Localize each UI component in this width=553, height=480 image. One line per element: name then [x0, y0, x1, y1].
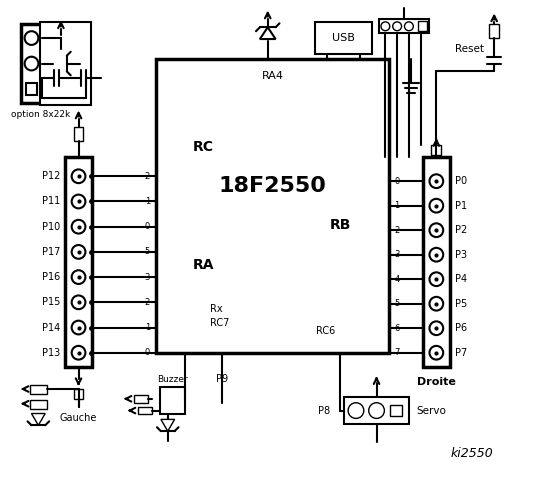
Text: 4: 4 — [394, 275, 399, 284]
Bar — [29, 400, 47, 408]
Text: 6: 6 — [394, 324, 400, 333]
Text: P15: P15 — [41, 297, 60, 307]
Bar — [65, 156, 92, 367]
Bar — [489, 24, 499, 38]
Circle shape — [430, 174, 443, 188]
Text: RC6: RC6 — [316, 326, 335, 336]
Text: P7: P7 — [455, 348, 467, 358]
Bar — [40, 23, 91, 105]
Circle shape — [430, 322, 443, 335]
Circle shape — [25, 31, 38, 45]
Text: Reset: Reset — [455, 44, 484, 54]
Text: 5: 5 — [145, 247, 150, 256]
Bar — [138, 407, 152, 415]
Text: P5: P5 — [455, 299, 467, 309]
Circle shape — [348, 403, 364, 419]
Text: P14: P14 — [41, 323, 60, 333]
Circle shape — [72, 346, 85, 360]
Text: P6: P6 — [455, 323, 467, 333]
Circle shape — [430, 272, 443, 286]
Text: 3: 3 — [145, 273, 150, 282]
Circle shape — [430, 297, 443, 311]
Circle shape — [430, 223, 443, 237]
Text: P4: P4 — [455, 274, 467, 284]
Text: 5: 5 — [394, 299, 399, 308]
Circle shape — [72, 169, 85, 183]
Text: 0: 0 — [145, 222, 150, 231]
Circle shape — [72, 245, 85, 259]
Circle shape — [72, 296, 85, 309]
Text: RA4: RA4 — [262, 72, 284, 81]
Bar — [134, 395, 148, 403]
Text: P1: P1 — [455, 201, 467, 211]
Text: 2: 2 — [394, 226, 399, 235]
Circle shape — [72, 321, 85, 335]
Bar — [160, 387, 185, 415]
Text: P10: P10 — [41, 222, 60, 232]
Circle shape — [25, 57, 38, 71]
Bar — [25, 83, 38, 95]
Text: P17: P17 — [41, 247, 60, 257]
Text: Gauche: Gauche — [60, 413, 97, 423]
Text: 2: 2 — [145, 298, 150, 307]
Text: Buzzer: Buzzer — [157, 375, 188, 384]
Circle shape — [430, 199, 443, 213]
Text: 1: 1 — [145, 323, 150, 332]
Text: 0: 0 — [145, 348, 150, 357]
Text: USB: USB — [332, 33, 354, 43]
Text: P8: P8 — [319, 406, 331, 416]
Bar — [74, 389, 84, 399]
Text: Servo: Servo — [417, 406, 447, 416]
Circle shape — [430, 346, 443, 360]
Text: P0: P0 — [455, 176, 467, 186]
Text: option 8x22k: option 8x22k — [12, 110, 71, 119]
Bar — [156, 59, 389, 353]
Text: P3: P3 — [455, 250, 467, 260]
Bar — [20, 24, 42, 103]
Circle shape — [72, 270, 85, 284]
Text: 2: 2 — [145, 172, 150, 181]
Text: 7: 7 — [394, 348, 400, 357]
Circle shape — [393, 22, 401, 31]
Bar — [378, 19, 430, 33]
Circle shape — [369, 403, 384, 419]
Text: P13: P13 — [41, 348, 60, 358]
Text: Rx: Rx — [210, 304, 222, 313]
Bar — [344, 397, 409, 424]
Text: ki2550: ki2550 — [450, 447, 493, 460]
Text: RA: RA — [192, 257, 214, 272]
Circle shape — [404, 22, 413, 31]
Text: P12: P12 — [41, 171, 60, 181]
Bar — [315, 23, 372, 54]
Bar — [56, 35, 66, 49]
Text: P9: P9 — [216, 374, 228, 384]
Circle shape — [381, 22, 390, 31]
Text: 3: 3 — [394, 250, 400, 259]
Bar — [422, 156, 450, 367]
Bar — [29, 385, 47, 394]
Text: RC: RC — [192, 140, 213, 154]
Text: 18F2550: 18F2550 — [218, 176, 327, 196]
Text: P16: P16 — [41, 272, 60, 282]
Bar — [390, 405, 402, 417]
Circle shape — [72, 194, 85, 208]
Bar — [431, 145, 441, 155]
Text: P11: P11 — [41, 196, 60, 206]
Text: RC7: RC7 — [210, 318, 229, 328]
Text: RB: RB — [330, 218, 351, 232]
Text: Droite: Droite — [417, 377, 456, 387]
Circle shape — [430, 248, 443, 262]
Bar — [74, 127, 84, 141]
Text: 0: 0 — [394, 177, 399, 186]
Bar — [418, 22, 426, 31]
Text: P2: P2 — [455, 225, 467, 235]
Text: 1: 1 — [145, 197, 150, 206]
Circle shape — [72, 220, 85, 234]
Text: 1: 1 — [394, 201, 399, 210]
